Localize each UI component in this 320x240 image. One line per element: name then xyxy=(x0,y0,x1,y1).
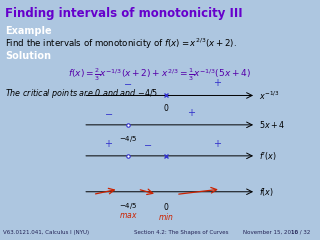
Text: $+$: $+$ xyxy=(104,138,113,149)
Text: $-$: $-$ xyxy=(143,138,152,149)
Text: V63.0121.041, Calculus I (NYU): V63.0121.041, Calculus I (NYU) xyxy=(3,230,89,235)
Text: Section 4.2: The Shapes of Curves: Section 4.2: The Shapes of Curves xyxy=(134,230,229,235)
Text: $-$: $-$ xyxy=(104,108,113,118)
Text: $f'(x)$: $f'(x)$ xyxy=(259,150,277,162)
Text: Finding intervals of monotonicity III: Finding intervals of monotonicity III xyxy=(5,7,243,20)
Text: $0$: $0$ xyxy=(163,201,170,212)
Text: $f(x)$: $f(x)$ xyxy=(259,186,274,198)
Text: Find the intervals of monotonicity of $f(x) = x^{2/3}(x + 2)$.: Find the intervals of monotonicity of $f… xyxy=(5,36,237,51)
Text: The critical points are 0 and and $-4/5$.: The critical points are 0 and and $-4/5$… xyxy=(5,87,160,100)
Text: $+$: $+$ xyxy=(188,107,196,118)
Text: $x^{-1/3}$: $x^{-1/3}$ xyxy=(259,89,280,102)
Text: Example: Example xyxy=(5,26,52,36)
Text: Solution: Solution xyxy=(5,51,51,61)
Text: $-$: $-$ xyxy=(124,78,132,88)
Text: $max$: $max$ xyxy=(119,211,137,220)
Text: $-4/5$: $-4/5$ xyxy=(119,134,137,144)
Text: 0: 0 xyxy=(164,104,169,114)
Text: $f(x) = \frac{2}{3}x^{-1/3}(x+2) + x^{2/3} = \frac{1}{3}x^{-1/3}(5x+4)$: $f(x) = \frac{2}{3}x^{-1/3}(x+2) + x^{2/… xyxy=(68,66,252,83)
Text: $+$: $+$ xyxy=(213,77,222,88)
Text: 16 / 32: 16 / 32 xyxy=(291,230,310,235)
Text: $+$: $+$ xyxy=(213,138,222,149)
Text: $min$: $min$ xyxy=(158,211,174,222)
Text: November 15, 2010: November 15, 2010 xyxy=(243,230,298,235)
Text: $5x+4$: $5x+4$ xyxy=(259,119,285,130)
Text: $-4/5$: $-4/5$ xyxy=(119,201,137,211)
